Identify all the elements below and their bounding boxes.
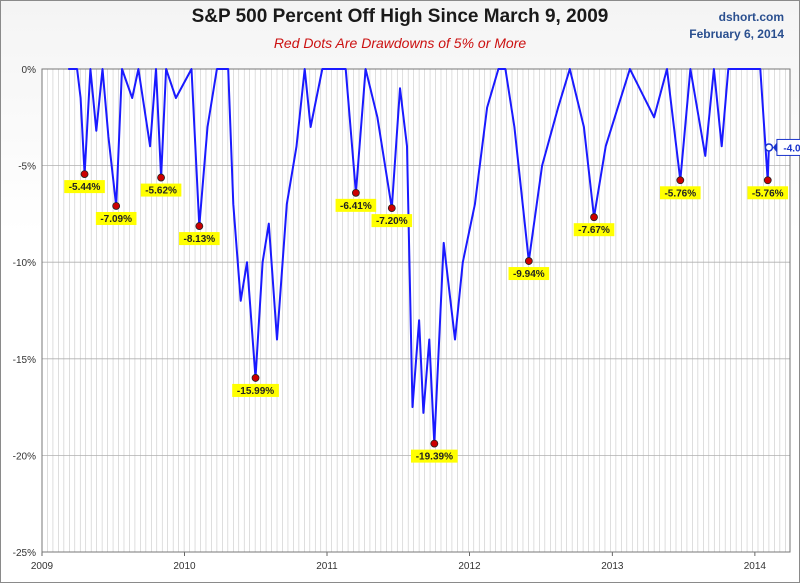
x-tick-label: 2012: [458, 561, 481, 572]
current-value-pointer: [772, 142, 777, 153]
y-tick-label: 0%: [22, 65, 37, 76]
drawdown-label: -7.09%: [100, 214, 132, 225]
drawdown-label-bg: [232, 383, 279, 397]
drawdown-label: -5.44%: [69, 182, 101, 193]
drawdown-dot: [763, 176, 772, 185]
x-tick-label: 2011: [316, 561, 338, 572]
drawdown-label-bg: [179, 232, 220, 246]
grid-layer: [41, 68, 790, 553]
chart-title: S&P 500 Percent Off High Since March 9, …: [191, 6, 609, 27]
drawdown-label: -5.76%: [752, 188, 784, 199]
drawdown-label: -7.20%: [376, 216, 408, 227]
drawdown-label-bg: [64, 180, 105, 194]
y-tick-label: -25%: [13, 548, 36, 559]
drawdown-dot: [251, 374, 260, 382]
drawdown-dot: [430, 439, 439, 448]
x-tick-label: 2010: [173, 561, 196, 572]
drawdown-label-bg: [371, 214, 413, 228]
source-block: dshort.com February 6, 2014: [689, 9, 784, 43]
drawdown-line: [68, 68, 770, 445]
current-value-dot: [764, 143, 774, 152]
drawdown-label-bg: [508, 267, 550, 281]
drawdown-dot: [676, 176, 685, 185]
source-date: February 6, 2014: [689, 27, 784, 41]
series-layer: [68, 68, 770, 445]
plot-area: [42, 69, 790, 552]
x-tick-label: 2014: [744, 561, 767, 572]
drawdown-label-bg: [95, 211, 137, 225]
drawdown-dot: [80, 170, 89, 179]
chart-subtitle: Red Dots Are Drawdowns of 5% or More: [273, 35, 527, 51]
drawdown-label: -9.94%: [513, 269, 545, 280]
marker-layer: -5.44% -7.09% -5.62% -8.13% -15.99% -6.41% -7.…: [64, 138, 800, 463]
drawdown-label: -19.39%: [416, 452, 453, 463]
source-site: dshort.com: [718, 10, 784, 24]
current-value-box: [776, 138, 800, 156]
drawdown-label-bg: [335, 198, 377, 212]
drawdown-label: -8.13%: [183, 234, 215, 245]
drawdown-dot: [524, 257, 533, 265]
drawdown-label-bg: [659, 186, 701, 200]
plot-border: [41, 68, 791, 553]
drawdown-dot: [387, 204, 396, 213]
drawdown-label: -5.62%: [145, 186, 177, 197]
drawdown-dot: [157, 173, 165, 182]
x-tick-label: 2009: [31, 561, 54, 572]
drawdown-label-bg: [747, 186, 789, 200]
drawdown-label: -7.67%: [578, 225, 610, 236]
y-tick-label: -10%: [13, 258, 36, 269]
drawdown-dot: [112, 202, 121, 210]
x-tick-label: 2013: [601, 561, 624, 572]
drawdown-label: -5.76%: [664, 188, 696, 199]
drawdown-label-bg: [410, 449, 458, 463]
y-tick-label: -20%: [13, 451, 36, 462]
drawdown-label: -15.99%: [237, 386, 274, 397]
drawdown-dot: [351, 188, 360, 197]
current-value-label: -4.06%: [783, 143, 800, 154]
y-tick-label: -15%: [13, 355, 36, 366]
y-tick-label: -5%: [18, 162, 36, 173]
drawdown-label-bg: [140, 183, 182, 197]
drawdown-label: -6.41%: [340, 201, 372, 212]
drawdown-label-bg: [573, 223, 615, 237]
drawdown-dot: [195, 222, 204, 230]
axis-layer: 0% -5% -10% -15% -20% -25% 2009 2010 2011 2012 201…: [13, 65, 791, 572]
drawdown-dot: [590, 213, 598, 222]
